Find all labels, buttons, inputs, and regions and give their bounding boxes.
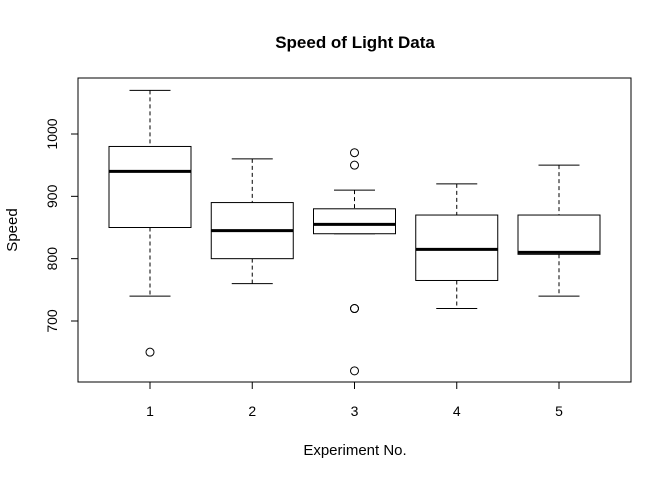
outlier-point (145, 347, 155, 357)
y-axis-label: Speed (4, 208, 21, 251)
chart-title: Speed of Light Data (275, 33, 435, 52)
iqr-box (517, 214, 601, 255)
x-tick-label: 4 (453, 403, 461, 419)
outlier-point (350, 366, 359, 376)
y-tick-label: 900 (44, 184, 60, 208)
y-tick-label: 1000 (44, 118, 60, 149)
y-tick-label: 800 (44, 247, 60, 271)
box-2 (210, 158, 294, 285)
box-5 (517, 164, 601, 297)
x-tick-label: 3 (351, 403, 359, 419)
box-1 (108, 89, 192, 357)
box-series (108, 89, 601, 376)
iqr-box (108, 145, 192, 228)
box-3 (313, 148, 396, 376)
y-axis: 700 800 900 1000 (44, 118, 79, 333)
box-4 (415, 183, 499, 310)
y-tick-label: 700 (44, 309, 60, 333)
x-axis: 1 2 3 4 5 (146, 381, 563, 419)
iqr-box (415, 214, 499, 281)
iqr-box (313, 208, 396, 235)
outlier-point (350, 160, 359, 170)
x-tick-label: 2 (248, 403, 256, 419)
outlier-point (350, 304, 359, 314)
x-axis-label: Experiment No. (303, 442, 406, 459)
x-tick-label: 5 (555, 403, 563, 419)
x-tick-label: 1 (146, 403, 154, 419)
outlier-point (350, 148, 359, 158)
